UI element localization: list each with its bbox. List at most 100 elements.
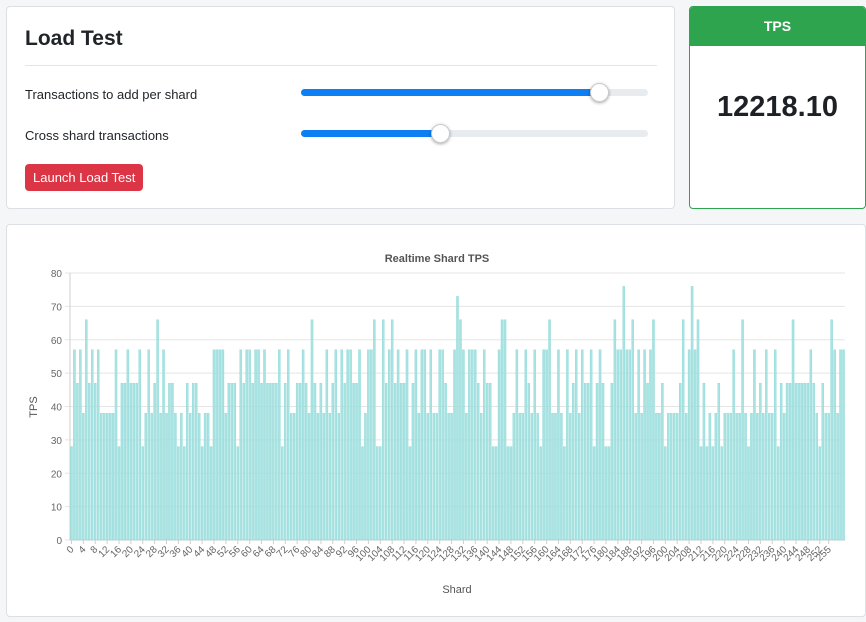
bar bbox=[73, 349, 76, 541]
bar bbox=[159, 413, 162, 541]
y-tick-label: 30 bbox=[51, 436, 63, 447]
bar bbox=[94, 382, 97, 541]
bar bbox=[491, 446, 495, 541]
bar bbox=[610, 382, 614, 541]
bar bbox=[583, 382, 587, 541]
bar bbox=[545, 349, 548, 541]
bar bbox=[370, 349, 373, 541]
bar bbox=[676, 413, 679, 541]
tps-header: TPS bbox=[690, 7, 865, 46]
bar bbox=[462, 349, 465, 541]
bar bbox=[289, 413, 293, 541]
bar bbox=[364, 413, 367, 541]
bar bbox=[580, 349, 584, 541]
bar bbox=[254, 349, 257, 541]
bar bbox=[586, 382, 590, 541]
cross-shard-slider[interactable] bbox=[301, 122, 648, 146]
slider-thumb[interactable] bbox=[430, 124, 450, 143]
bar bbox=[717, 382, 721, 541]
bar bbox=[839, 349, 842, 541]
bar bbox=[331, 382, 335, 541]
bar bbox=[340, 349, 343, 541]
bar bbox=[779, 382, 783, 541]
bar bbox=[554, 413, 557, 541]
bar bbox=[536, 413, 539, 541]
bar bbox=[815, 413, 819, 541]
bar bbox=[257, 349, 260, 541]
bar bbox=[269, 382, 272, 541]
transactions-per-shard-slider[interactable] bbox=[301, 81, 648, 105]
bar bbox=[572, 382, 575, 541]
bar bbox=[524, 349, 528, 541]
bar bbox=[518, 413, 522, 541]
bar bbox=[168, 382, 171, 541]
bar bbox=[768, 413, 771, 541]
bar bbox=[480, 413, 483, 541]
bar bbox=[563, 446, 566, 541]
bar bbox=[141, 446, 144, 541]
bar bbox=[156, 319, 159, 541]
bar bbox=[539, 446, 542, 541]
y-tick-label: 60 bbox=[51, 336, 63, 347]
bar bbox=[646, 382, 649, 541]
bar bbox=[474, 349, 477, 541]
chart-title: Realtime Shard TPS bbox=[385, 253, 490, 265]
bar bbox=[670, 413, 673, 541]
bar bbox=[444, 382, 447, 541]
bar bbox=[177, 446, 180, 541]
bar bbox=[123, 382, 127, 541]
bar bbox=[349, 349, 352, 541]
cross-shard-label: Cross shard transactions bbox=[25, 128, 169, 143]
bars bbox=[70, 286, 845, 541]
bar bbox=[664, 446, 667, 541]
bar bbox=[197, 413, 201, 541]
bar bbox=[726, 413, 729, 541]
bar bbox=[180, 413, 183, 541]
title-divider bbox=[25, 65, 657, 66]
bar bbox=[396, 349, 400, 541]
bar bbox=[221, 349, 225, 541]
bar bbox=[153, 382, 156, 541]
bar bbox=[818, 446, 821, 541]
bar bbox=[827, 413, 830, 541]
bar bbox=[661, 382, 664, 541]
bar bbox=[245, 349, 248, 541]
bar bbox=[785, 382, 789, 541]
bar bbox=[385, 382, 388, 541]
bar bbox=[741, 319, 744, 541]
bar bbox=[447, 413, 450, 541]
bar bbox=[108, 413, 112, 541]
bar bbox=[423, 349, 427, 541]
bar bbox=[414, 349, 418, 541]
bar bbox=[242, 382, 245, 541]
bar bbox=[735, 413, 738, 541]
bar bbox=[696, 319, 700, 541]
launch-load-test-button[interactable]: Launch Load Test bbox=[25, 164, 144, 191]
bar bbox=[732, 349, 735, 541]
bar bbox=[429, 349, 432, 541]
bar bbox=[337, 413, 340, 541]
bar bbox=[714, 413, 718, 541]
bar bbox=[313, 382, 317, 541]
bar bbox=[575, 349, 578, 541]
bar bbox=[438, 349, 441, 541]
bar bbox=[441, 349, 444, 541]
bar bbox=[836, 413, 839, 541]
bar bbox=[705, 446, 709, 541]
bar bbox=[750, 413, 753, 541]
bar bbox=[830, 319, 833, 541]
bar bbox=[432, 413, 435, 541]
slider-thumb[interactable] bbox=[590, 83, 610, 102]
bar bbox=[192, 382, 195, 541]
bar bbox=[729, 413, 732, 541]
bar bbox=[821, 382, 824, 541]
y-axis-label: TPS bbox=[28, 396, 40, 417]
bar bbox=[162, 349, 165, 541]
bar bbox=[408, 446, 412, 541]
bar bbox=[658, 413, 661, 541]
bar bbox=[453, 349, 456, 541]
bar bbox=[171, 382, 174, 541]
bar bbox=[275, 382, 278, 541]
bar bbox=[788, 382, 792, 541]
bar bbox=[803, 382, 807, 541]
